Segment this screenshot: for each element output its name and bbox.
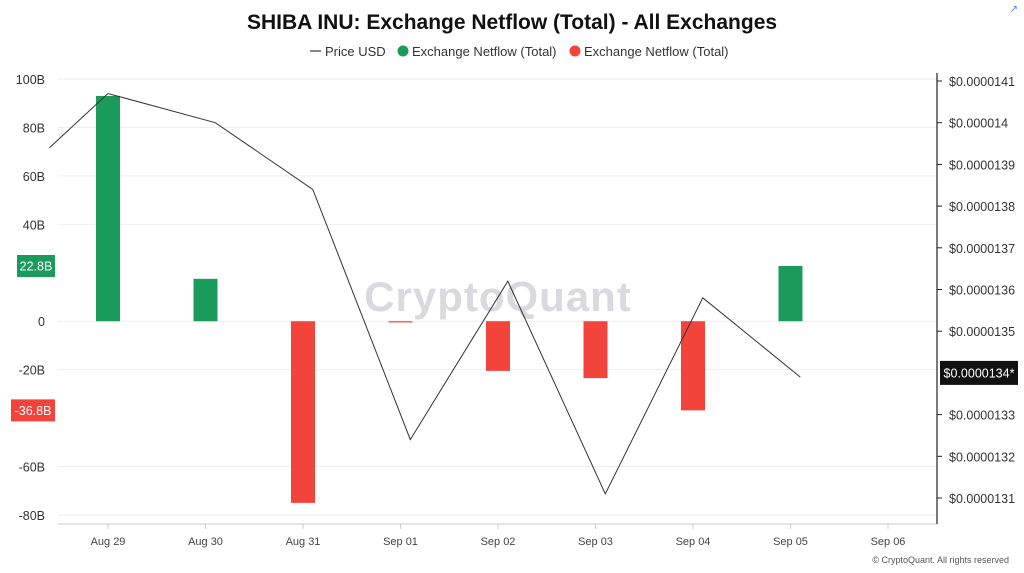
- legend-label: Exchange Netflow (Total): [584, 44, 729, 59]
- right-tick-label: $0.0000137: [949, 242, 1015, 256]
- left-value-badge: [17, 254, 55, 277]
- netflow-bar: [681, 321, 705, 411]
- badge-label: $0.0000134*: [944, 366, 1015, 380]
- x-tick-label: Sep 04: [676, 536, 711, 548]
- right-tick-label: $0.0000135: [949, 325, 1015, 339]
- legend-label: Exchange Netflow (Total): [412, 44, 557, 59]
- right-tick-label: $0.000014: [949, 117, 1008, 131]
- netflow-bar: [583, 321, 608, 379]
- badge-label: 22.8B: [20, 259, 53, 273]
- copyright-credit: © CryptoQuant. All rights reserved: [872, 555, 1009, 565]
- netflow-bar: [388, 321, 413, 323]
- x-tick-label: Sep 03: [578, 536, 613, 548]
- right-tick-label: $0.0000136: [949, 284, 1015, 298]
- left-tick-label: 40B: [23, 218, 45, 232]
- legend-label: Price USD: [325, 44, 386, 59]
- left-tick-label: -60B: [19, 461, 45, 475]
- badge-label: -36.8B: [15, 404, 52, 418]
- x-tick-label: Aug 30: [188, 536, 223, 548]
- x-tick-label: Sep 01: [383, 536, 418, 548]
- left-tick-label: -80B: [19, 509, 45, 523]
- x-tick-label: Sep 02: [481, 536, 516, 548]
- axis-badges: 22.8B -36.8B $0.0000134*: [11, 254, 1018, 422]
- right-tick-label: $0.0000138: [949, 200, 1015, 214]
- x-tick-label: Aug 29: [91, 536, 126, 548]
- x-tick-label: Aug 31: [286, 536, 321, 548]
- netflow-bar: [291, 321, 315, 503]
- netflow-bars: [96, 95, 803, 503]
- netflow-bar: [193, 278, 218, 322]
- right-tick-label: $0.0000141: [949, 75, 1015, 89]
- price-polyline: [49, 92, 801, 495]
- left-tick-label: 0: [38, 315, 45, 329]
- left-tick-label: 60B: [23, 170, 45, 184]
- x-tick-label: Sep 06: [871, 536, 906, 548]
- right-tick-label: $0.0000133: [949, 409, 1015, 423]
- right-tick-label: $0.0000139: [949, 158, 1015, 172]
- right-tick-label: $0.0000131: [949, 492, 1015, 506]
- x-tick-label: Sep 05: [773, 536, 808, 548]
- netflow-bar: [96, 95, 120, 322]
- right-axis-ticks: $0.0000141 $0.000014 $0.0000139 $0.0000138 $…: [937, 75, 1015, 506]
- left-tick-label: 80B: [23, 121, 45, 135]
- x-axis-ticks: Aug 29 Aug 30 Aug 31 Sep 01 Sep 02 Sep 03 Sep …: [91, 524, 906, 548]
- legend: Price USD Exchange Netflow (Total) Exchang…: [310, 44, 729, 59]
- right-tick-label: $0.0000132: [949, 450, 1015, 464]
- price-line: [49, 92, 801, 495]
- netflow-bar: [486, 321, 510, 371]
- left-tick-label: 100B: [16, 73, 45, 87]
- netflow-bar: [778, 265, 803, 322]
- left-value-badge: [11, 399, 55, 422]
- watermark: CryptoQuant: [364, 273, 632, 320]
- left-tick-label: -20B: [19, 364, 45, 378]
- chart-title: SHIBA INU: Exchange Netflow (Total) - Al…: [247, 11, 777, 34]
- left-axis-ticks: 100B 80B 60B 40B 0 -20B -60B -80B: [16, 73, 45, 523]
- expand-icon[interactable]: ↗: [1009, 4, 1018, 15]
- right-value-badge: [940, 360, 1018, 385]
- legend-dot-marker: [569, 45, 581, 57]
- legend-dot-marker: [397, 45, 409, 57]
